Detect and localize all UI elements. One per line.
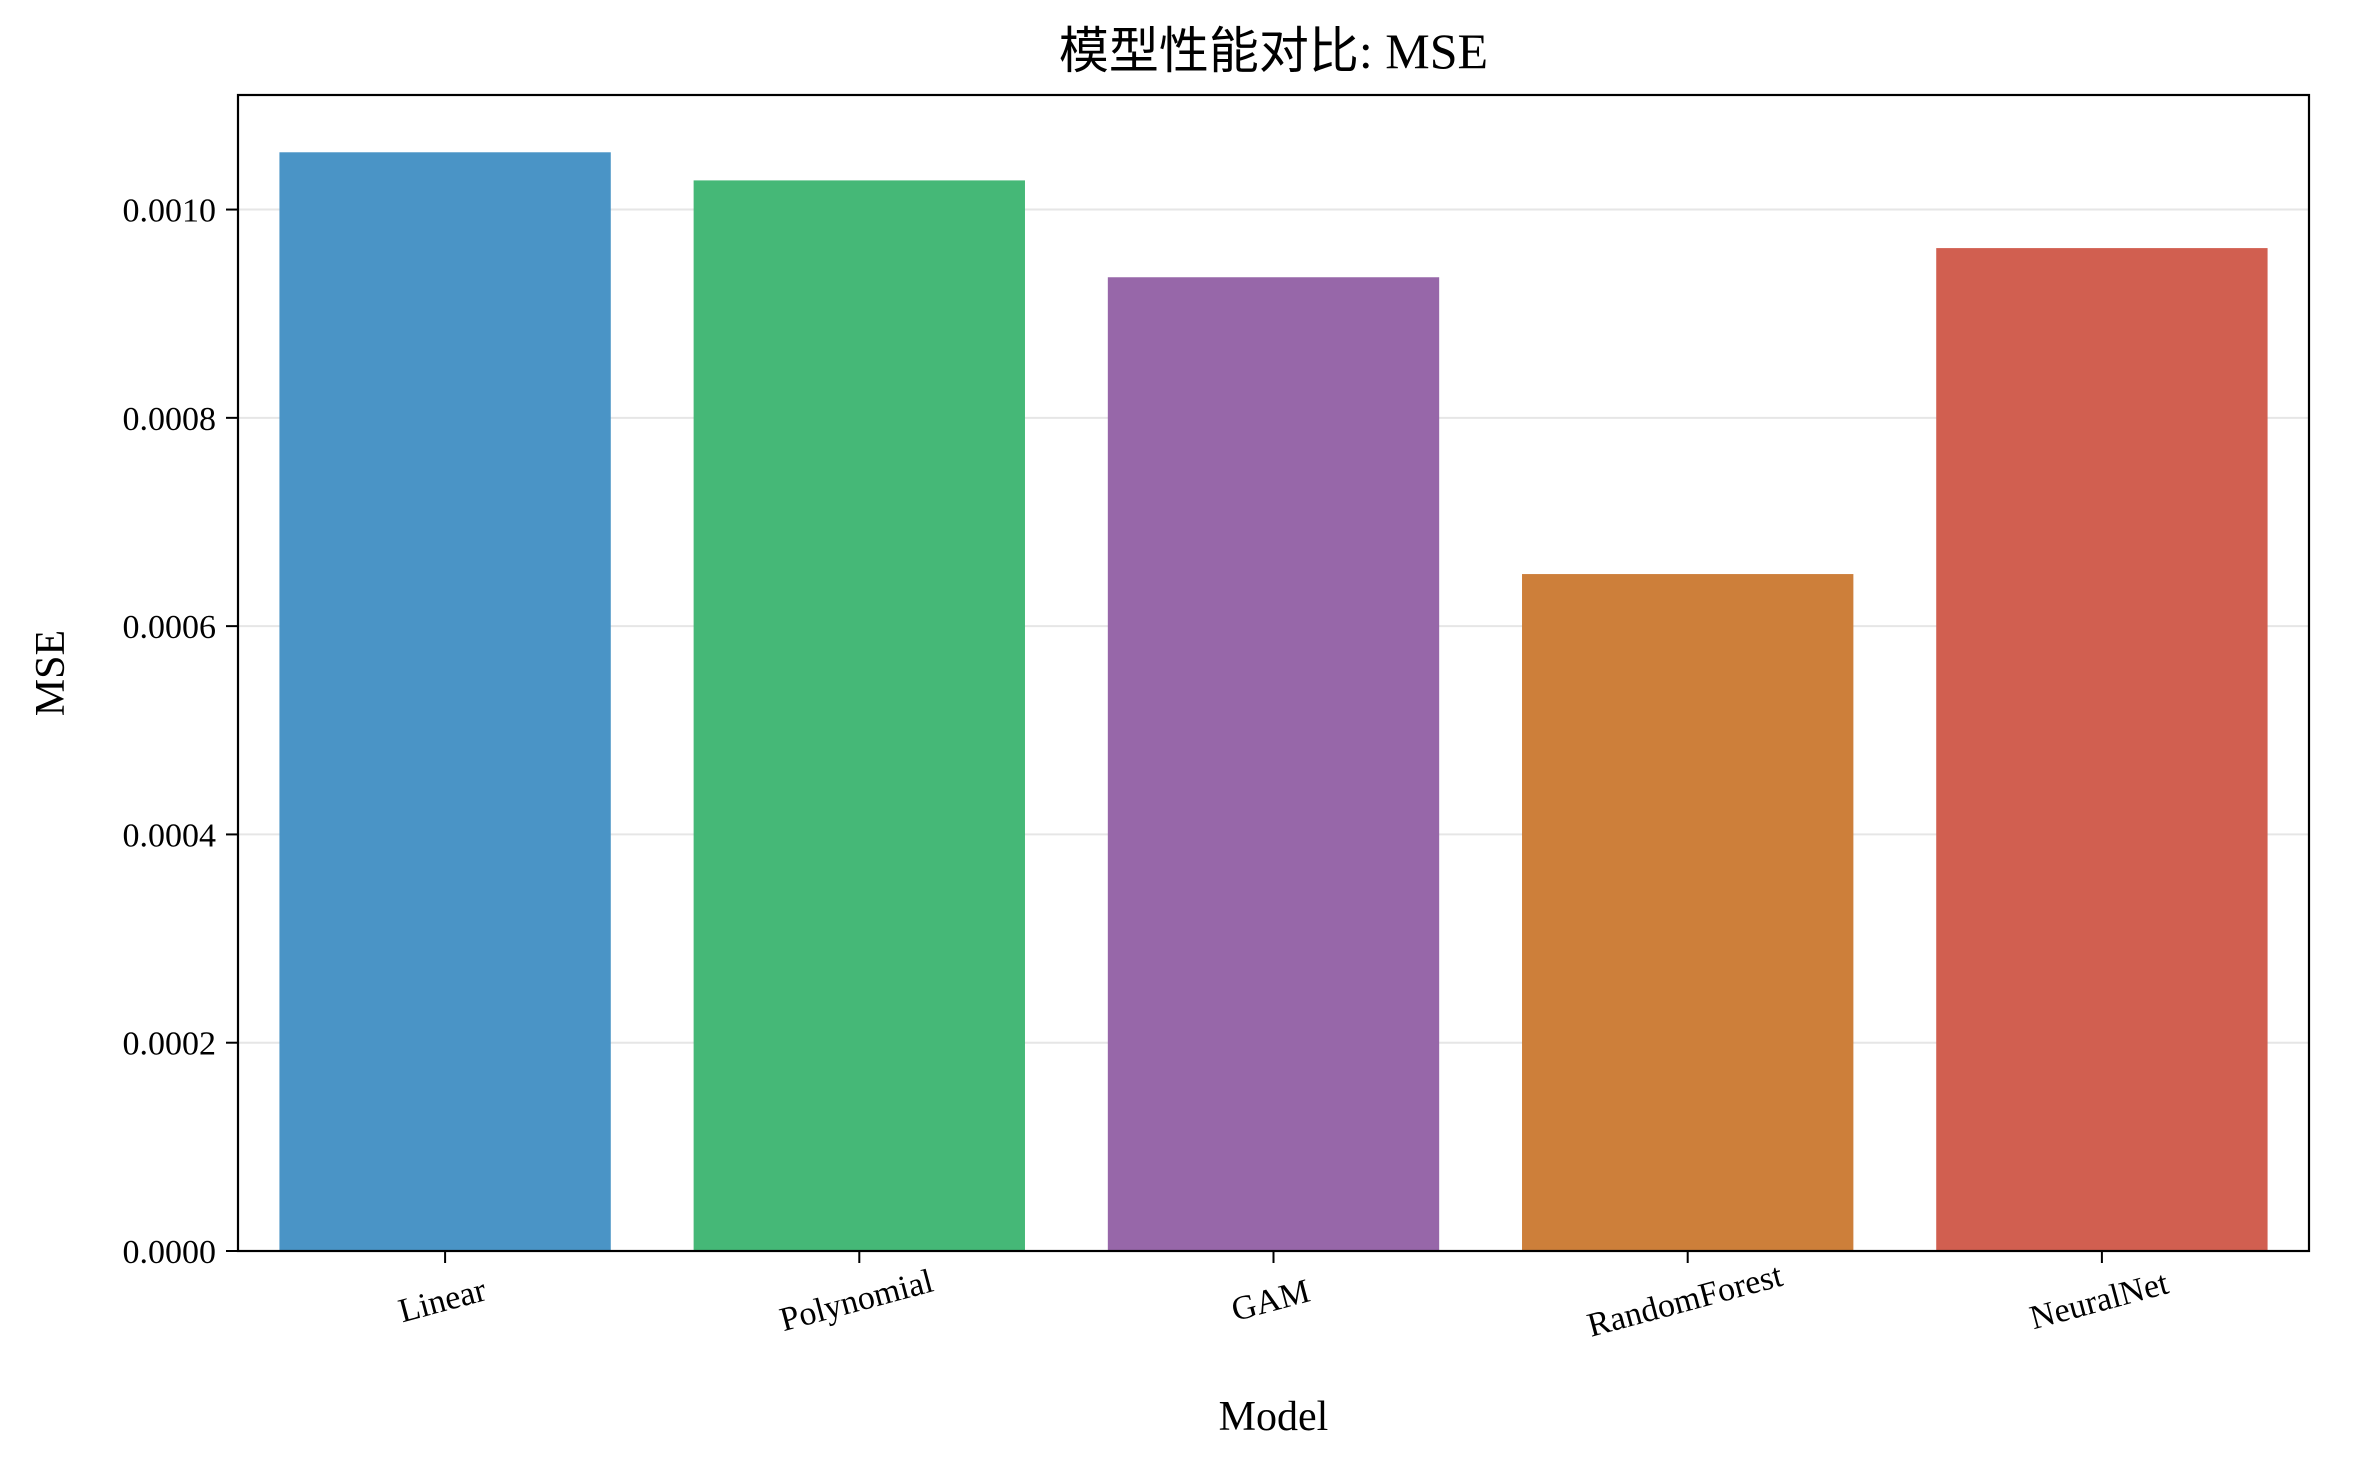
y-tick-label: 0.0006 <box>123 609 217 646</box>
bar-polynomial <box>693 180 1025 1251</box>
x-tick-label: Linear <box>395 1271 491 1330</box>
bar-neuralnet <box>1936 248 2268 1251</box>
y-tick-label: 0.0004 <box>123 817 217 854</box>
x-axis-ticks: Linear Polynomial GAM RandomForest NeuralNet <box>395 1251 2173 1345</box>
y-tick-label: 0.0002 <box>123 1026 217 1063</box>
chart-title: 模型性能对比: MSE <box>1059 23 1488 79</box>
x-axis-label: Model <box>1219 1394 1329 1440</box>
x-tick-label: Polynomial <box>776 1263 937 1339</box>
y-tick-label: 0.0008 <box>123 401 217 438</box>
y-tick-label: 0.0000 <box>123 1234 217 1271</box>
y-tick-label: 0.0010 <box>123 193 217 230</box>
x-tick-label: RandomForest <box>1583 1257 1787 1345</box>
bar-gam <box>1107 277 1440 1251</box>
bars <box>279 152 2268 1251</box>
x-tick-label: NeuralNet <box>2026 1265 2173 1338</box>
y-axis-label: MSE <box>28 630 74 716</box>
bar-linear <box>279 152 611 1251</box>
x-tick-label: GAM <box>1228 1273 1314 1329</box>
bar-randomforest <box>1522 574 1854 1251</box>
y-axis-ticks: 0.0000 0.0002 0.0004 0.0006 0.0008 0.0010 <box>123 193 238 1271</box>
